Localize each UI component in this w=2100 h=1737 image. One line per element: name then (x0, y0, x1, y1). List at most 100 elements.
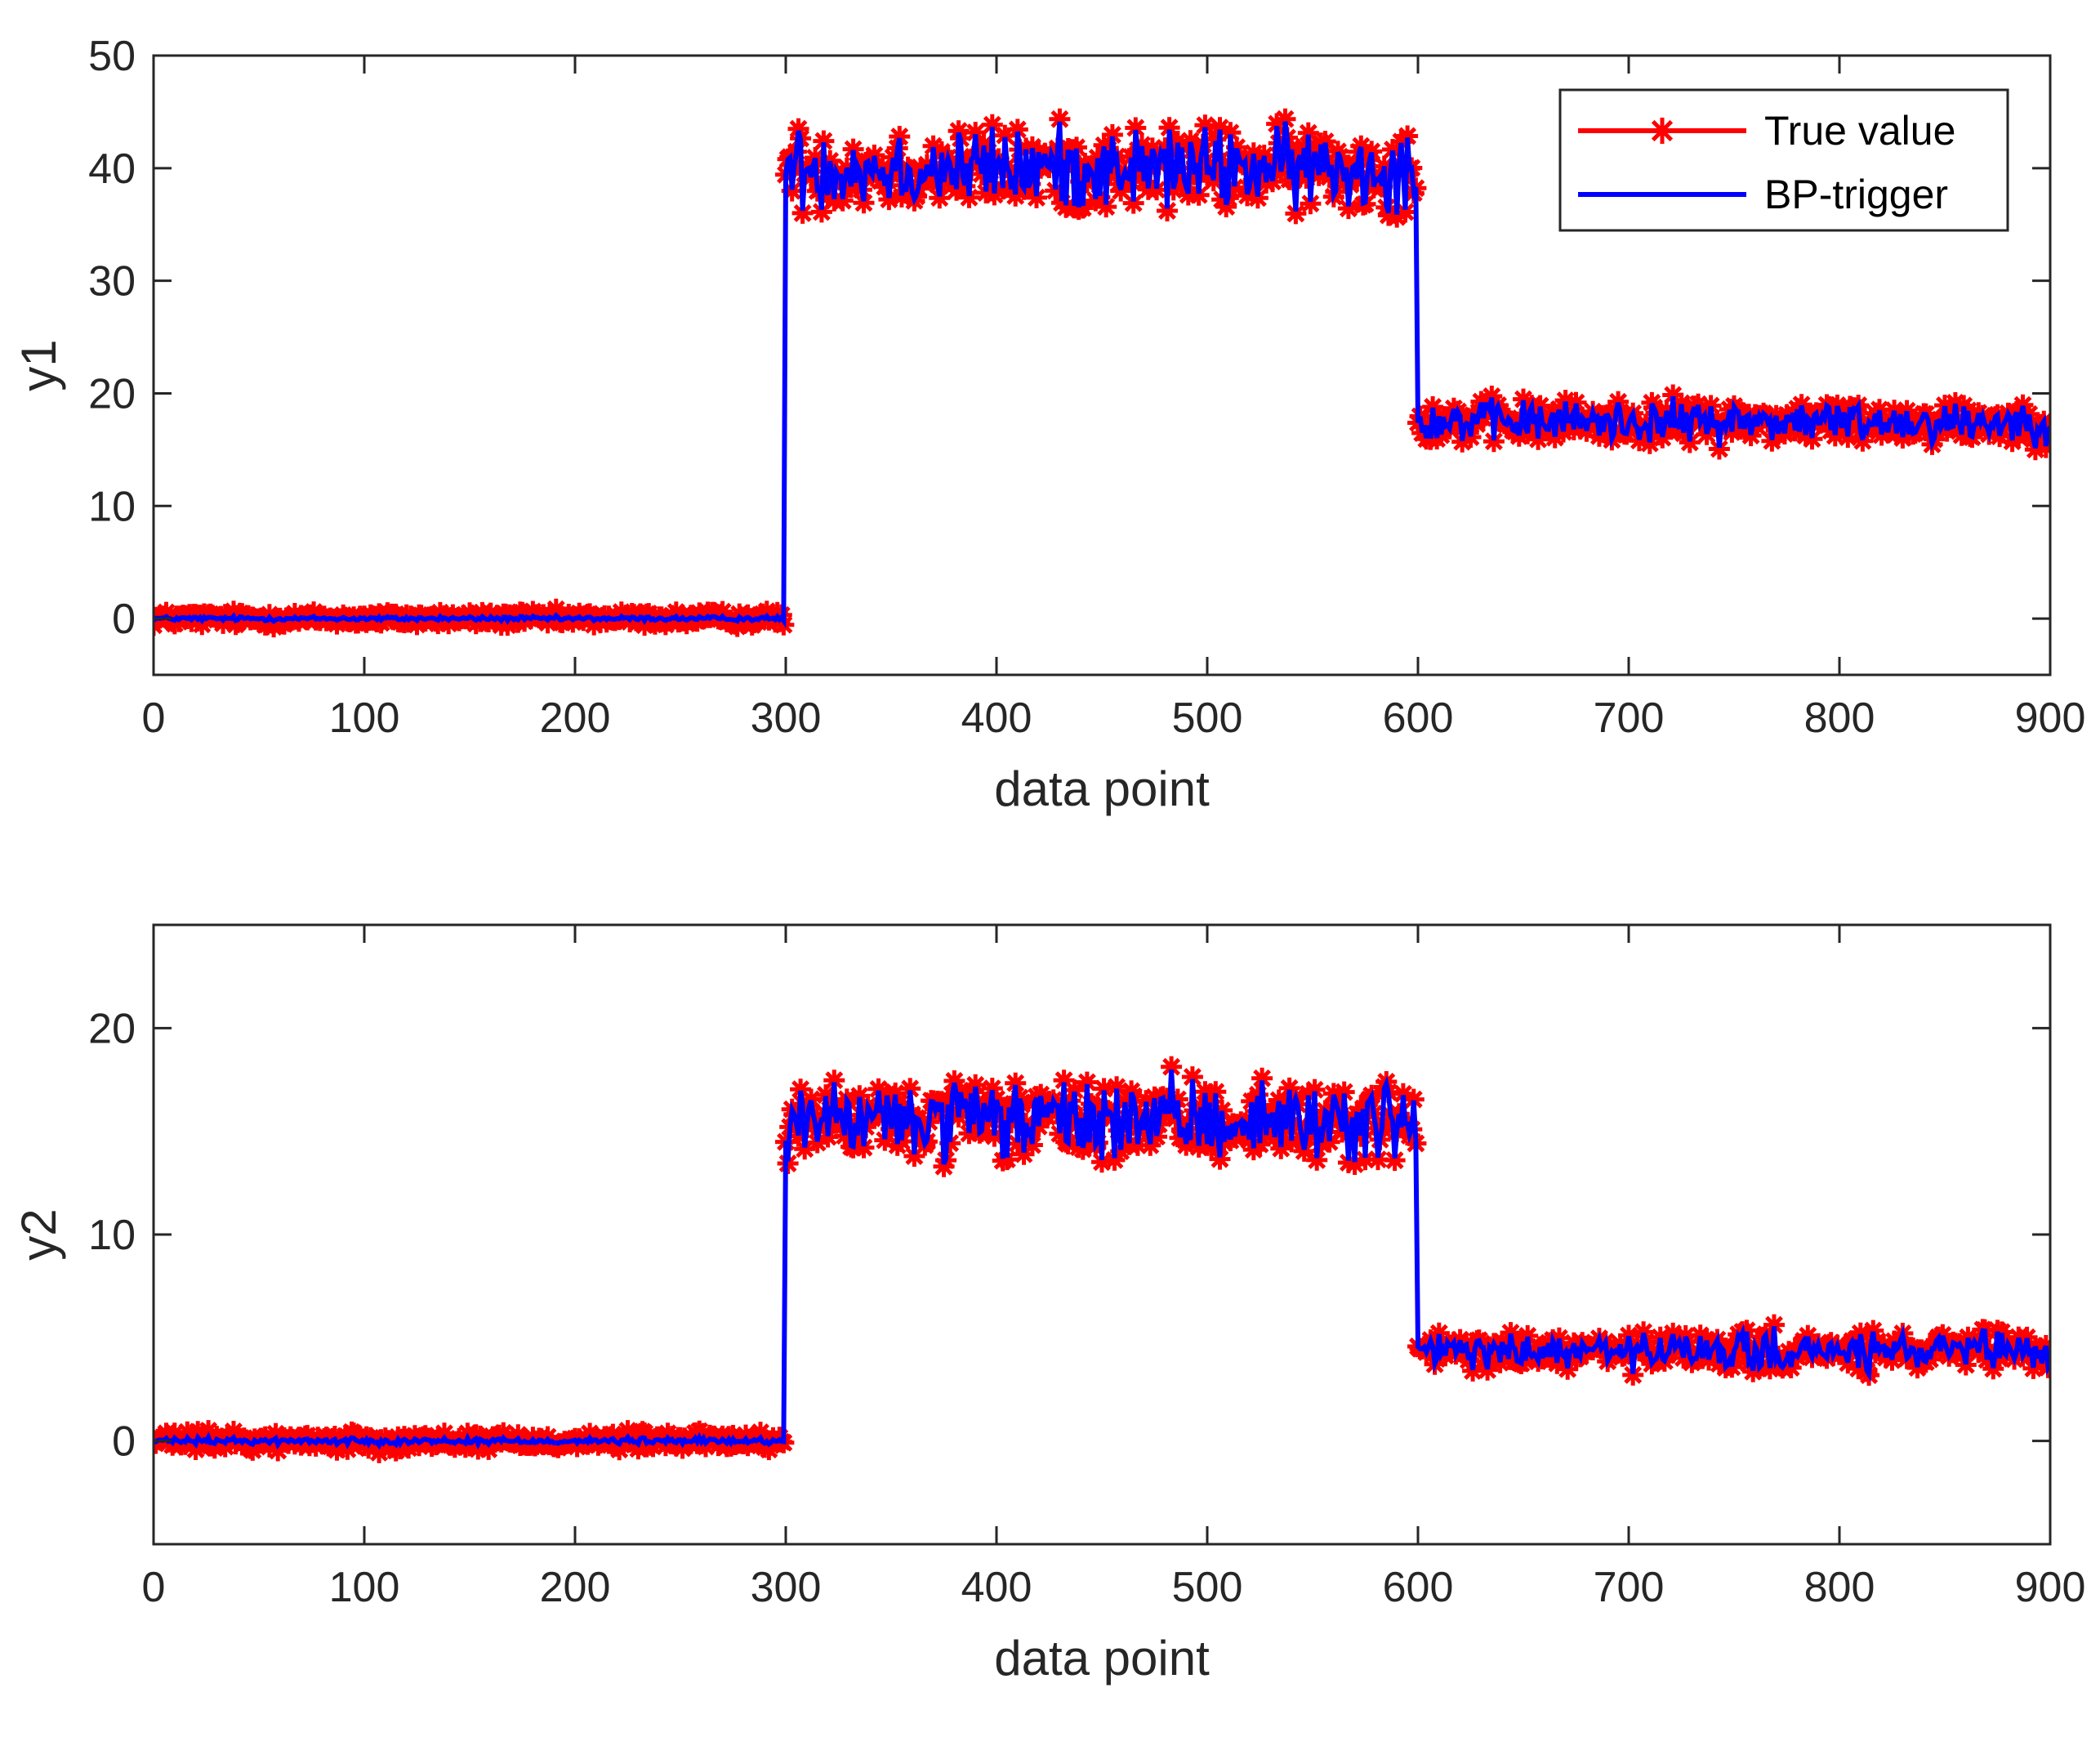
bottom-true-value-point (1030, 1083, 1052, 1105)
top-true-value-point (973, 133, 995, 155)
top-y-tick-label: 10 (88, 483, 136, 530)
top-true-value-point (1237, 185, 1258, 207)
bottom-true-value-point (1063, 1079, 1086, 1101)
bottom-true-value-point (1344, 1154, 1366, 1175)
bottom-true-value-point (1006, 1132, 1028, 1154)
top-true-value-point (889, 126, 911, 148)
bottom-true-value-point (1293, 1140, 1315, 1162)
top-true-value-point (1066, 136, 1087, 159)
bottom-true-value-point (1278, 1077, 1300, 1099)
bottom-true-value-point (1205, 1081, 1227, 1103)
top-true-value-point (1202, 170, 1224, 192)
top-true-value-point (1593, 422, 1614, 444)
top-y-tick-label: 50 (88, 33, 136, 80)
top-true-value-point (1773, 423, 1795, 444)
top-true-value-point (1157, 200, 1178, 221)
top-true-value-point (1285, 203, 1307, 225)
bottom-y-tick-label: 20 (88, 1005, 136, 1052)
bottom-true-value-point (434, 1422, 455, 1445)
bottom-true-value-point (1110, 1141, 1132, 1163)
top-true-value-point (1049, 108, 1071, 130)
bottom-plot-area (154, 1056, 2050, 1463)
top-true-value-point (805, 147, 827, 168)
bottom-true-value-point (973, 1092, 995, 1114)
top-true-value-point (1131, 134, 1153, 156)
bottom-true-value-point (1262, 1101, 1283, 1123)
bottom-true-value-point (874, 1129, 896, 1151)
bottom-true-value-point (823, 1069, 845, 1092)
bottom-true-value-point (1354, 1149, 1376, 1171)
bottom-true-value-point (214, 1436, 236, 1458)
bottom-true-value-point (1211, 1100, 1233, 1121)
top-true-value-point (1026, 186, 1047, 208)
bottom-true-value-point (1849, 1322, 1871, 1344)
bottom-true-value-point (1649, 1326, 1671, 1348)
top-x-axis-label: data point (994, 761, 1210, 816)
top-x-tick-label: 500 (1172, 694, 1243, 742)
bottom-true-value-point (1848, 1358, 1870, 1380)
top-true-value-point (1266, 113, 1288, 135)
bottom-y-tick-label: 0 (112, 1418, 136, 1466)
top-true-value-point (882, 146, 904, 168)
bottom-true-value-point (981, 1078, 1003, 1100)
top-true-value-point (1194, 114, 1216, 136)
bottom-true-value-point (1166, 1088, 1188, 1110)
top-y-tick-label: 30 (88, 258, 136, 306)
bottom-true-value-point (1053, 1069, 1075, 1092)
top-true-value-point (1934, 395, 1955, 417)
bottom-true-value-point (1428, 1322, 1450, 1344)
bottom-true-value-point (965, 1074, 987, 1096)
top-true-value-point (1386, 206, 1408, 228)
top-x-tick-label: 600 (1383, 694, 1454, 742)
top-true-value-point (832, 190, 854, 212)
bottom-x-tick-label: 400 (961, 1564, 1032, 1611)
top-true-value-point (1333, 171, 1355, 193)
bottom-true-value-point (1306, 1149, 1328, 1171)
top-true-value-point (2012, 394, 2034, 416)
bottom-true-value-point (627, 1438, 649, 1460)
bottom-true-value-point (1249, 1133, 1271, 1155)
bottom-true-value-point (800, 1088, 822, 1110)
bottom-true-value-point (817, 1126, 839, 1148)
top-true-value-point (1837, 426, 1859, 449)
top-true-value-point (1089, 186, 1111, 208)
top-plot-area (154, 108, 2050, 638)
top-true-value-point (954, 175, 976, 197)
bottom-x-tick-label: 200 (540, 1564, 611, 1611)
legend-box (1558, 88, 2009, 232)
bottom-true-value-point (1955, 1354, 1977, 1376)
top-true-value-point (2008, 426, 2030, 448)
bottom-x-axis-label: data point (994, 1631, 1210, 1686)
top-true-value-point (1397, 125, 1419, 147)
top-x-tick-label: 700 (1594, 694, 1665, 742)
top-true-value-point (1801, 428, 1823, 450)
top-true-value-point (1162, 179, 1184, 201)
top-true-value-point (1337, 198, 1359, 220)
top-true-value-point (1318, 166, 1340, 188)
legend: True value BP-trigger (1558, 88, 2009, 232)
bottom-true-value-point (1009, 1087, 1031, 1109)
top-true-value-point (1006, 118, 1028, 141)
top-axes-box (152, 54, 2052, 676)
top-true-value-point (929, 187, 951, 209)
top-x-tick-label: 800 (1804, 694, 1875, 742)
top-x-tick-label: 900 (2015, 694, 2086, 742)
bottom-true-value-point (1982, 1358, 2004, 1380)
bottom-true-value-point (258, 1436, 280, 1458)
top-true-value-point (1226, 136, 1248, 159)
top-true-value-point (1158, 117, 1180, 139)
top-true-value-point (787, 118, 809, 140)
top-true-value-point (842, 138, 864, 160)
top-true-value-point (810, 201, 832, 223)
top-true-value-point (1670, 392, 1692, 414)
bottom-true-value-point (1281, 1131, 1303, 1153)
top-true-value-point (665, 601, 687, 623)
top-true-value-point (1289, 144, 1311, 166)
bottom-true-value-point (1121, 1080, 1143, 1102)
top-true-value-point (979, 172, 1001, 194)
bottom-y-tick-label: 10 (88, 1212, 136, 1259)
top-true-value-point (1350, 135, 1372, 157)
bottom-true-value-point (806, 1132, 828, 1154)
legend-asterisk-marker (1649, 118, 1675, 144)
